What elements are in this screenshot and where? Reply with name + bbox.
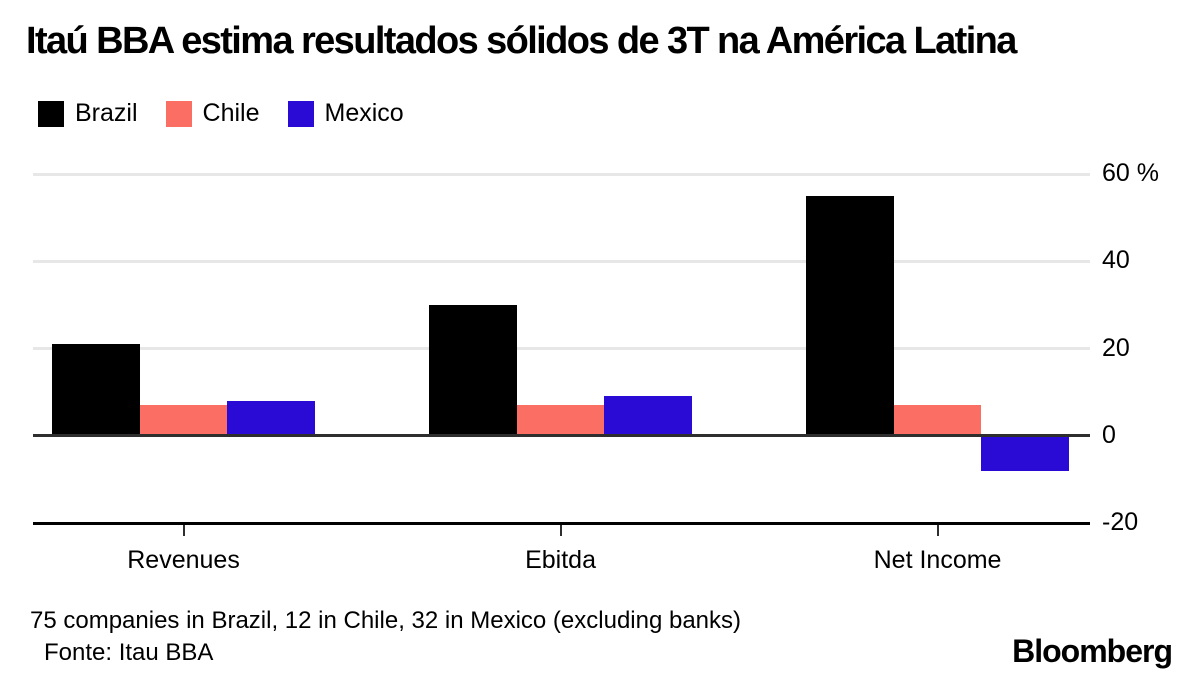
bar-chile-net-income: [893, 405, 982, 436]
legend: Brazil Chile Mexico: [38, 99, 404, 128]
gridline: [33, 172, 1090, 176]
y-tick-label: 40: [1102, 246, 1130, 275]
legend-item-chile: Chile: [165, 99, 260, 128]
bar-chile-revenues: [139, 405, 228, 436]
x-tick: [182, 523, 185, 536]
bar-brazil-net-income: [806, 195, 894, 436]
legend-swatch-brazil: [38, 100, 64, 127]
y-tick-label: 20: [1102, 333, 1130, 362]
legend-swatch-mexico: [287, 100, 314, 127]
bar-brazil-ebitda: [429, 304, 517, 436]
bloomberg-logo: Bloomberg: [1012, 633, 1173, 669]
bar-brazil-revenues: [52, 344, 140, 436]
x-tick: [936, 523, 939, 536]
y-tick-label: 60 %: [1102, 159, 1159, 187]
legend-label: Chile: [202, 99, 260, 127]
legend-item-brazil: Brazil: [38, 99, 138, 128]
legend-swatch-chile: [165, 100, 192, 127]
bar-mexico-ebitda: [604, 396, 693, 436]
x-category-label-net-income: Net Income: [873, 546, 1002, 574]
bar-chile-ebitda: [516, 405, 605, 436]
legend-label: Mexico: [324, 99, 404, 127]
x-category-label-revenues: Revenues: [127, 546, 240, 574]
y-tick-label: 0: [1102, 420, 1116, 449]
x-axis-line: [33, 521, 1090, 525]
x-tick: [559, 523, 562, 536]
gridline: [33, 347, 1090, 350]
chart-plot: [33, 172, 1090, 525]
x-category-label-ebitda: Ebitda: [525, 546, 596, 574]
legend-label: Brazil: [75, 99, 138, 127]
source-note: Fonte: Itau BBA: [44, 639, 214, 666]
zero-line: [33, 434, 1090, 438]
footnote: 75 companies in Brazil, 12 in Chile, 32 …: [30, 607, 742, 634]
bar-mexico-revenues: [227, 400, 316, 436]
gridline: [33, 259, 1090, 263]
legend-item-mexico: Mexico: [287, 99, 404, 128]
chart-title: Itaú BBA estima resultados sólidos de 3T…: [26, 20, 1017, 62]
y-tick-label: -20: [1102, 508, 1139, 536]
bar-mexico-net-income: [981, 435, 1070, 471]
